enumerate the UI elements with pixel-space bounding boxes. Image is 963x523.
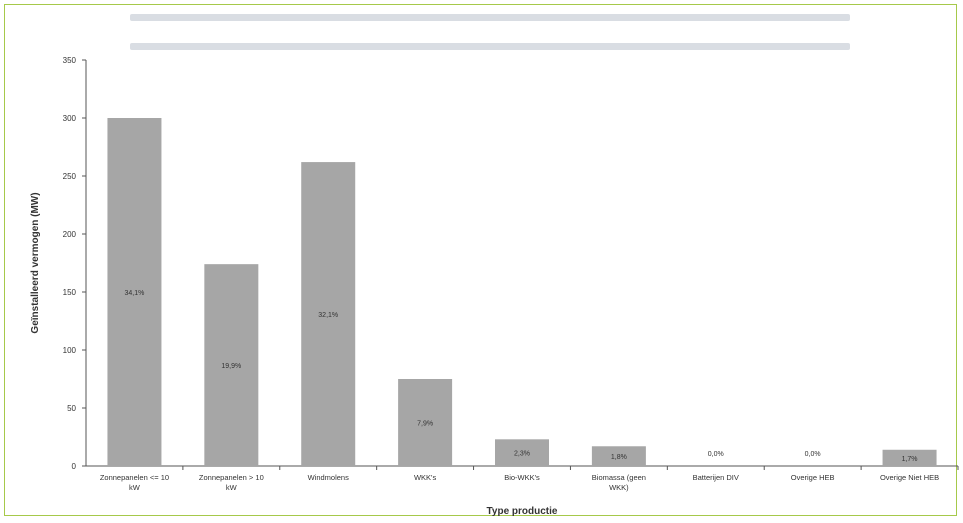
x-axis-title: Type productie — [487, 506, 558, 517]
bar — [301, 162, 356, 466]
y-axis-title: Geïnstalleerd vermogen (MW) — [30, 192, 41, 333]
header-band-2 — [130, 43, 850, 50]
bar — [591, 446, 646, 466]
bar — [107, 118, 162, 466]
bar — [204, 264, 259, 466]
header-band-1 — [130, 14, 850, 21]
x-tick-label: Windmolens — [308, 473, 350, 482]
y-tick-label: 50 — [67, 404, 76, 413]
bar-data-label: 19,9% — [221, 363, 241, 370]
y-tick-label: 100 — [63, 346, 77, 355]
y-tick-label: 250 — [63, 172, 77, 181]
x-tick-label: Overige Niet HEB — [880, 473, 939, 482]
bar-data-label: 0,0% — [708, 451, 724, 458]
x-tick-label: Zonnepanelen <= 10 kW — [100, 473, 169, 492]
chart-frame — [4, 4, 957, 516]
bar-data-label: 0,0% — [805, 451, 821, 458]
x-tick-label: Bio-WKK's — [504, 473, 540, 482]
bar-data-label: 7,9% — [417, 421, 433, 428]
y-tick-label: 0 — [72, 462, 77, 471]
x-tick-label: Batterijen DIV — [693, 473, 739, 482]
x-tick-label: Overige HEB — [791, 473, 835, 482]
y-tick-label: 350 — [63, 56, 77, 65]
bar — [495, 439, 549, 466]
bar-data-label: 2,3% — [514, 451, 530, 458]
y-tick-label: 200 — [63, 230, 77, 239]
bar — [882, 449, 937, 466]
x-tick-label: Zonnepanelen > 10 kW — [199, 473, 264, 492]
x-tick-labels: Zonnepanelen <= 10 kW Zonnepanelen > 10 kW W… — [100, 466, 959, 492]
y-tick-label: 300 — [63, 114, 77, 123]
x-tick-label: Biomassa (geen WKK) — [592, 473, 646, 492]
bars: 34,1% 19,9% 32,1% 7,9% 2,3% 1,8% 0,0% 0,0% 1,7% — [107, 118, 937, 466]
x-tick-label: WKK's — [414, 473, 437, 482]
bar-data-label: 32,1% — [318, 312, 338, 319]
y-ticks: 0 50 100 150 200 250 300 350 — [63, 56, 86, 471]
bar — [398, 379, 453, 466]
bar-data-label: 1,8% — [611, 454, 627, 461]
y-tick-label: 150 — [63, 288, 77, 297]
bar-data-label: 1,7% — [902, 456, 918, 463]
bar-data-label: 34,1% — [125, 290, 145, 297]
